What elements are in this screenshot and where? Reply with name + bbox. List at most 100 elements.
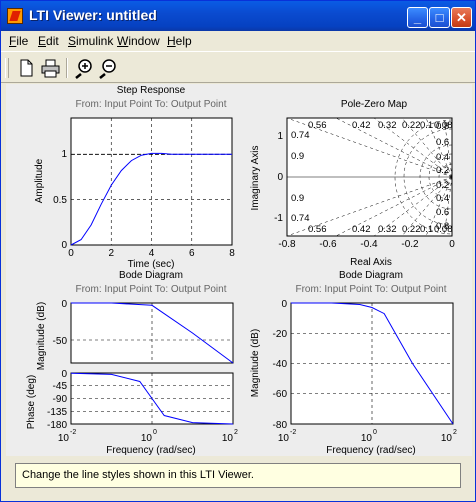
- step-xlabel: Time (sec): [128, 259, 175, 270]
- pz-xtick: 0: [449, 239, 455, 250]
- pz-xtick: -0.8: [278, 239, 296, 250]
- pz-xlabel: Real Axis: [350, 257, 392, 268]
- bode2-ytick: 0: [281, 299, 287, 310]
- step-xtick: 6: [189, 248, 195, 259]
- freq-tick-exp: -2: [290, 429, 296, 436]
- matlab-icon: [7, 8, 23, 24]
- pz-damping-label: 0.22: [402, 224, 421, 235]
- step-xtick: 0: [68, 248, 74, 259]
- menu-help[interactable]: Help: [167, 34, 192, 48]
- freq-tick-base: 10: [141, 433, 153, 444]
- menu-file[interactable]: File: [9, 34, 29, 48]
- pz-damping-label: 0.32: [378, 224, 397, 235]
- print-button[interactable]: [39, 57, 61, 79]
- bode2-magnitude-curve[interactable]: [291, 302, 454, 425]
- bode1-phase-ytick: -45: [53, 381, 68, 392]
- plot-area: Step Response From: Input Point To: Outp…: [6, 84, 472, 456]
- pz-damping-label: 0.9: [291, 193, 304, 204]
- freq-tick-base: 10: [361, 433, 373, 444]
- window-title: LTI Viewer: untitled: [29, 7, 157, 23]
- bode1-magnitude-curve[interactable]: [71, 302, 234, 364]
- freq-tick-base: 10: [441, 433, 453, 444]
- pz-freq-label: 0.8: [436, 121, 449, 132]
- freq-tick-base: 10: [58, 433, 70, 444]
- bode1-phase-curve[interactable]: [70, 372, 234, 425]
- pz-damping-label: 0.9: [291, 151, 304, 162]
- bode2-ytick: -20: [273, 329, 288, 340]
- pz-freq-label: 0.4: [436, 152, 449, 163]
- pz-damping-label: 0.1: [420, 120, 433, 131]
- title-bar[interactable]: LTI Viewer: untitled _ □ ✕: [1, 1, 475, 31]
- bode2-ylabel: Magnitude (dB): [250, 329, 261, 397]
- menu-bar: File Edit Simulink Window Help: [1, 31, 475, 50]
- freq-tick-base: 10: [278, 433, 290, 444]
- pz-freq-label: 0.2: [436, 165, 449, 176]
- bode1-subtitle: From: Input Point To: Output Point: [75, 284, 226, 295]
- pz-damping-label: 0.08: [434, 120, 453, 131]
- pz-damping-label: 0.74: [291, 213, 310, 224]
- step-axes[interactable]: [70, 117, 233, 246]
- freq-tick-exp: 0: [373, 429, 377, 436]
- pz-xtick: -0.6: [319, 239, 337, 250]
- zoom-in-button[interactable]: [73, 57, 95, 79]
- pz-ytick: 0: [277, 172, 283, 183]
- pz-freq-label: 0.2: [436, 180, 449, 191]
- pz-freq-label: 0.6: [436, 137, 449, 148]
- bode1-phase-ytick: -90: [53, 394, 68, 405]
- step-ytick: 1: [61, 149, 67, 160]
- bode1-mag-ylabel: Magnitude (dB): [36, 302, 47, 370]
- plots-canvas: Step Response From: Input Point To: Outp…: [26, 85, 457, 456]
- zoom-out-button[interactable]: [97, 57, 119, 79]
- print-icon: [41, 59, 60, 78]
- menu-window[interactable]: Window: [117, 34, 160, 48]
- maximize-button[interactable]: □: [429, 7, 450, 28]
- bode1-mag-ytick: 0: [61, 299, 67, 310]
- pz-ytick: -1: [274, 213, 283, 224]
- pz-damping-label: 0.56: [308, 120, 327, 131]
- step-response-curve[interactable]: [70, 152, 232, 246]
- minimize-button[interactable]: _: [407, 7, 428, 28]
- bode1-phase-ytick: -135: [47, 407, 67, 418]
- status-bar: Change the line styles shown in this LTI…: [15, 463, 461, 488]
- freq-tick-exp: 0: [153, 429, 157, 436]
- minimize-icon: _: [413, 10, 422, 25]
- pz-freq-label: 0.8: [436, 221, 449, 232]
- step-title: Step Response: [117, 85, 186, 96]
- close-button[interactable]: ✕: [451, 7, 472, 28]
- freq-tick-exp: -2: [70, 429, 76, 436]
- bode2-xlabel: Frequency (rad/sec): [326, 445, 415, 456]
- step-xtick: 2: [108, 248, 114, 259]
- bode1-title: Bode Diagram: [119, 270, 183, 281]
- pz-damping-label: 0.32: [378, 120, 397, 131]
- bode1-xlabel: Frequency (rad/sec): [106, 445, 195, 456]
- freq-tick-exp: 2: [453, 429, 457, 436]
- zoom-out-icon: [99, 59, 116, 79]
- step-subtitle: From: Input Point To: Output Point: [75, 99, 226, 110]
- pz-xtick: -0.2: [401, 239, 419, 250]
- pz-ytick: 1: [277, 131, 283, 142]
- step-ytick: 0: [61, 240, 67, 251]
- pz-freq-label: 0.4: [436, 193, 449, 204]
- bode1-phase-ylabel: Phase (deg): [26, 375, 37, 429]
- menu-edit[interactable]: Edit: [38, 34, 59, 48]
- bode2-ytick: -60: [273, 389, 288, 400]
- bode2-ytick: -80: [273, 420, 288, 431]
- bode1-mag-ytick: -50: [53, 336, 68, 347]
- step-ylabel: Amplitude: [34, 158, 45, 203]
- pz-damping-label: 0.1: [420, 224, 433, 235]
- bode2-title: Bode Diagram: [339, 270, 403, 281]
- pz-damping-label: 0.74: [291, 130, 310, 141]
- bode2-xticks: 10 -2 10 0 10 2: [278, 429, 457, 444]
- bode1-xticks: 10 -2 10 0 10 2: [58, 429, 238, 444]
- new-button[interactable]: [15, 57, 37, 79]
- zoom-in-icon: [75, 59, 92, 79]
- pz-title: Pole-Zero Map: [341, 99, 408, 110]
- bode1-phase-ytick: -180: [47, 420, 67, 431]
- close-icon: ✕: [456, 10, 467, 25]
- menu-simulink[interactable]: Simulink: [68, 34, 114, 48]
- bode1-phase-ytick: 0: [61, 369, 67, 380]
- toolbar-grip[interactable]: [5, 58, 9, 78]
- maximize-icon: □: [435, 10, 444, 25]
- pz-damping-label: 0.42: [352, 224, 371, 235]
